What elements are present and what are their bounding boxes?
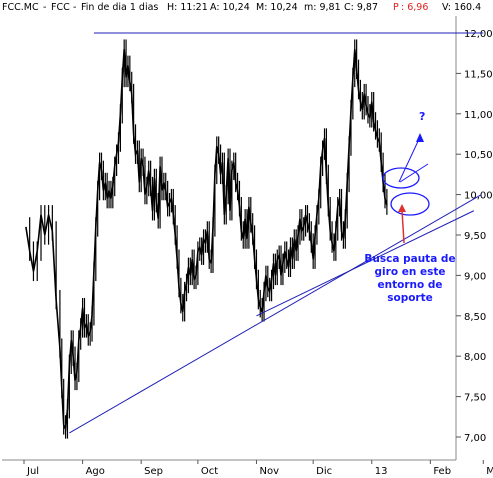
header-time: H: 11:21 [167, 2, 208, 13]
y-tick-label: 12,00 [464, 29, 493, 40]
question-mark: ? [419, 110, 425, 123]
y-tick-label: 7,50 [464, 393, 486, 404]
projection-arrow-2 [399, 163, 429, 183]
highlight-ellipse [390, 192, 430, 216]
svg-text:-: - [43, 2, 46, 13]
y-tick-label: 9,50 [464, 231, 486, 242]
annotation-line-4: soporte [387, 292, 433, 304]
y-tick-label: 11,00 [464, 110, 493, 121]
x-tick-label: Dic [316, 466, 332, 477]
y-tick-label: 8,50 [464, 312, 486, 323]
header-p-label: P [393, 2, 399, 13]
y-tick-label: 10,50 [464, 150, 493, 161]
y-tick-label: 7,00 [464, 433, 486, 444]
x-tick-label: 13 [375, 466, 388, 477]
header-period: Fin de dia 1 dias [81, 2, 158, 13]
projection-arrowhead [416, 133, 424, 142]
x-tick-label: Oct [201, 466, 218, 477]
x-tick-label: Sep [144, 466, 163, 477]
price-series [25, 39, 388, 439]
svg-text:-: - [73, 2, 76, 13]
support-trendline-2 [256, 210, 475, 317]
header-high: M: 10,24 [256, 2, 298, 13]
header-open: A: 10,24 [210, 2, 250, 13]
header-ticker: FCC.MC [2, 2, 39, 13]
x-tick-label: Feb [433, 466, 451, 477]
x-axis: Jul Ago Sep Oct Nov Dic 13 Feb Mar [2, 459, 493, 477]
projection-arrow [398, 136, 421, 183]
x-tick-label: Jul [26, 466, 39, 477]
support-arrow [401, 209, 405, 244]
x-tick-label: Nov [259, 466, 279, 477]
header-p-value: : 6,96 [401, 2, 428, 13]
annotation-line-2: giro en este [375, 266, 446, 278]
annotation-line-3: entorno de [378, 279, 443, 291]
overlays [69, 32, 484, 434]
header-close: C: 9,87 [344, 2, 378, 13]
y-tick-label: 8,00 [464, 352, 486, 363]
annotation-line-1: Busca pauta de [364, 253, 455, 265]
header-volume: V: 160.4 [442, 2, 481, 13]
x-tick-label: Mar [486, 466, 493, 477]
annotation: ? Busca pauta de giro en este entorno de… [364, 110, 455, 304]
header-low: m: 9,81 [304, 2, 341, 13]
y-tick-label: 9,00 [464, 271, 486, 282]
support-trendline [69, 194, 482, 434]
highlight-ellipse [382, 167, 420, 189]
support-arrowhead [398, 204, 406, 212]
chart-header: FCC.MC - FCC - Fin de dia 1 dias H: 11:2… [0, 0, 493, 14]
y-tick-label: 11,50 [464, 69, 493, 80]
header-name: FCC [51, 2, 70, 13]
x-tick-label: Ago [86, 466, 105, 477]
